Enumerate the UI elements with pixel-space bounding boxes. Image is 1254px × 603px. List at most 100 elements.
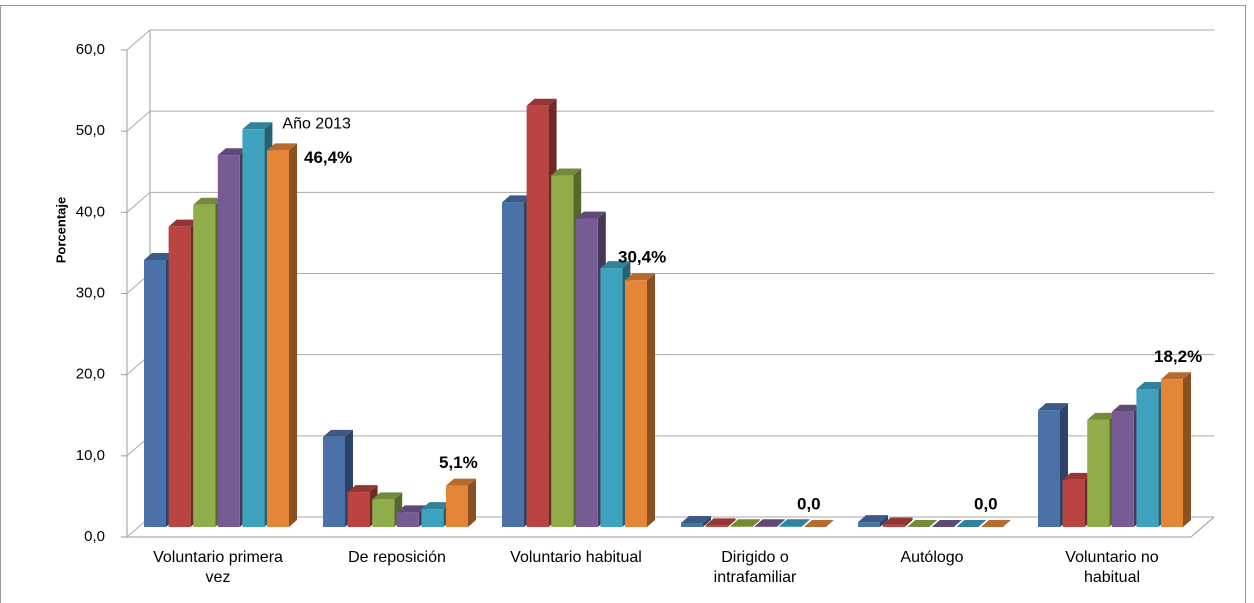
bar-front [144, 259, 166, 527]
bar [981, 520, 1011, 527]
bar-front [575, 218, 598, 528]
y-tick-label: 0,0 [84, 528, 105, 545]
y-tick-label: 30,0 [76, 284, 105, 301]
bar [931, 520, 962, 527]
bar-front [347, 492, 370, 527]
bar-top [882, 517, 913, 525]
bar-top [907, 520, 938, 527]
bar-side [1183, 372, 1191, 527]
bar-front [600, 268, 623, 527]
bar-side [727, 518, 736, 527]
bar-side [647, 273, 655, 527]
bar-top [551, 168, 582, 176]
bar-top [323, 429, 353, 437]
bar-front [882, 524, 905, 527]
bar [882, 517, 913, 527]
bar-top [1136, 382, 1167, 390]
bar [956, 520, 987, 527]
data-label: 18,2% [1154, 347, 1202, 366]
bar-top [372, 492, 403, 500]
bar [372, 492, 403, 527]
bar-top [575, 211, 606, 219]
bar-front [193, 204, 216, 528]
x-tick-label: Voluntario habitual [510, 549, 642, 566]
bar-front [1038, 410, 1060, 527]
data-label: 5,1% [439, 453, 478, 472]
x-tick-label: Voluntario no habitual [1065, 549, 1159, 586]
bar-front [681, 522, 703, 527]
bar-front [267, 150, 289, 528]
bar-front [168, 226, 191, 527]
bar-top [144, 252, 174, 260]
bar [625, 273, 655, 527]
bar [907, 520, 938, 527]
bar-front [1161, 379, 1183, 527]
bar-top [347, 485, 378, 493]
bar-top [242, 122, 273, 130]
bar-top [779, 519, 810, 527]
data-label: 0,0 [974, 494, 998, 513]
bar-top [193, 197, 224, 205]
bar [779, 519, 810, 527]
bar-side [703, 515, 711, 527]
bar-front [421, 509, 444, 527]
floor [127, 516, 1215, 538]
bar-front [1087, 419, 1110, 527]
bar [858, 515, 888, 527]
bar-top [858, 515, 888, 523]
bar-side [468, 478, 476, 527]
bar-front [217, 155, 240, 528]
bar-top [446, 478, 476, 486]
bar-front [1111, 411, 1134, 527]
bar-top [1087, 412, 1118, 420]
bar-front [551, 175, 574, 527]
bar [1161, 372, 1191, 527]
bar-top [1111, 404, 1142, 412]
x-tick-label: Voluntario primera vez [153, 549, 283, 586]
bar-top [1161, 372, 1191, 380]
bar-side [801, 519, 810, 527]
bar [730, 519, 761, 527]
y-tick-label: 50,0 [76, 122, 105, 139]
bar-front [446, 485, 468, 527]
data-label: 46,4% [304, 148, 352, 167]
bar-side [289, 143, 297, 528]
grid-line [126, 29, 151, 51]
bar-top [267, 143, 297, 151]
bar [267, 143, 297, 528]
bar-front [858, 522, 880, 527]
bar-top [754, 519, 785, 527]
bar-top [502, 195, 532, 203]
bar-side [776, 519, 785, 527]
y-tick-label: 10,0 [76, 447, 105, 464]
data-label: 30,4% [618, 248, 666, 267]
y-tick-label: 40,0 [76, 203, 105, 220]
frame [0, 5, 1246, 603]
data-label: 0,0 [797, 494, 821, 513]
bar-front [705, 525, 728, 527]
bar [681, 515, 711, 527]
bar-front [396, 512, 419, 527]
bar-front [323, 436, 345, 527]
bar [347, 485, 378, 527]
bar-side [904, 517, 913, 527]
grid-line [126, 110, 151, 132]
bar-top [600, 261, 631, 269]
bar-front [526, 105, 549, 528]
bar-top [956, 520, 987, 527]
bar-top [421, 502, 452, 510]
bar [705, 518, 736, 527]
bar-front [242, 129, 265, 528]
bar-top [681, 515, 711, 523]
bar-top [396, 505, 427, 513]
bar-top [981, 520, 1011, 527]
bar-side [752, 519, 761, 527]
bar [754, 519, 785, 527]
x-tick-label: Dirigido o intrafamiliar [713, 549, 797, 586]
bar-top [526, 98, 557, 106]
bar-top [730, 519, 761, 527]
bar-front [372, 499, 395, 527]
grid-line [126, 191, 151, 213]
bar-top [625, 273, 655, 281]
